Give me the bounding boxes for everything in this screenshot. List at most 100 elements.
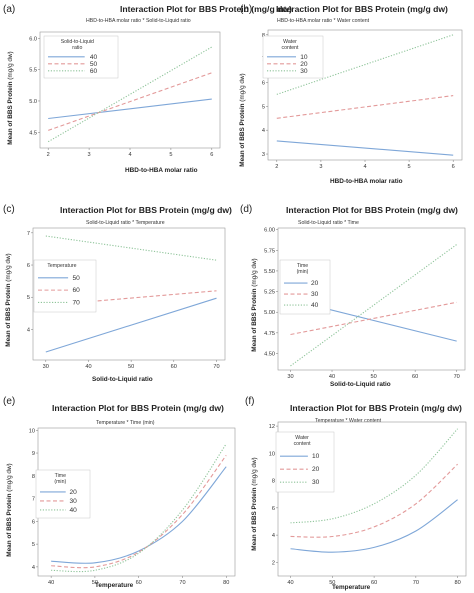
series-line-30	[276, 34, 454, 95]
series-line-30	[290, 428, 459, 524]
chart-title: Interaction Plot for BBS Protein (mg/g d…	[290, 403, 462, 413]
x-tick-label: 40	[287, 580, 293, 586]
y-tick-label: 5.50	[264, 269, 275, 275]
panel-label: (e)	[3, 396, 15, 407]
legend: Time(min)20 30 40	[35, 469, 91, 519]
x-axis-label: HBD-to-HBA molar ratio	[330, 178, 403, 185]
x-tick-label: 50	[370, 374, 376, 380]
chart-title: Interaction Plot for BBS Protein (mg/g d…	[276, 4, 448, 14]
legend-label: 20	[311, 280, 319, 287]
x-tick-label: 6	[452, 164, 455, 170]
x-tick-label: 40	[48, 580, 54, 586]
y-tick-label: 2	[272, 560, 275, 566]
y-tick-label: 10	[269, 451, 275, 457]
chart-panel-3: (c) Interaction Plot for BBS Protein (mg/…	[3, 204, 232, 383]
y-tick-label: 4.75	[264, 331, 275, 337]
x-tick-label: 2	[275, 164, 278, 170]
x-tick-label: 40	[85, 364, 91, 370]
legend-label: 30	[311, 291, 319, 298]
x-tick-label: 4	[128, 152, 131, 158]
y-tick-label: 4.5	[29, 130, 37, 136]
legend-label: 50	[72, 275, 80, 282]
series-line-20	[290, 463, 458, 538]
x-tick-label: 50	[92, 580, 98, 586]
y-tick-label: 9	[32, 451, 35, 457]
legend-title: Temperature	[47, 263, 76, 269]
x-tick-label: 5	[408, 164, 411, 170]
x-axis-label: Solid-to-Liquid ratio	[92, 376, 153, 383]
x-tick-label: 30	[287, 374, 293, 380]
y-axis-unit: (mg/g dw)	[239, 73, 246, 101]
x-tick-label: 70	[213, 364, 219, 370]
x-tick-label: 3	[319, 164, 322, 170]
legend-label: 30	[312, 479, 320, 486]
y-axis-unit: (mg/g dw)	[251, 258, 258, 286]
chart-title: Interaction Plot for BBS Protein (mg/g d…	[52, 403, 224, 413]
panel-label: (c)	[3, 204, 15, 215]
legend-title: ratio	[72, 45, 82, 51]
legend-title: Water	[283, 39, 297, 45]
x-tick-label: 70	[413, 580, 419, 586]
y-tick-label: 3	[262, 152, 265, 158]
panel-label: (f)	[245, 396, 254, 407]
y-axis-unit: (mg/g dw)	[5, 253, 12, 281]
y-tick-label: 5.0	[29, 99, 37, 105]
plot-frame	[277, 227, 466, 371]
chart-subtitle: Temperature * Water content	[315, 418, 382, 424]
series-line-50	[48, 72, 212, 131]
y-tick-label: 6	[262, 80, 265, 86]
chart-title: Interaction Plot for BBS Protein (mg/g d…	[286, 205, 458, 215]
legend-title: Time	[55, 473, 66, 479]
y-tick-label: 5	[32, 542, 35, 548]
x-axis-label: Temperature	[332, 584, 371, 591]
y-tick-label: 8	[32, 474, 35, 480]
series-line-30	[290, 301, 457, 336]
y-tick-label: 6.0	[29, 36, 37, 42]
y-tick-label: 4	[32, 565, 35, 571]
chart-panel-4: (d) Interaction Plot for BBS Protein (mg/…	[240, 204, 466, 388]
legend-title: (min)	[297, 269, 309, 275]
legend-box	[33, 259, 97, 313]
y-tick-label: 10	[29, 428, 35, 434]
legend-label: 40	[90, 54, 98, 61]
x-tick-label: 2	[47, 152, 50, 158]
x-tick-label: 60	[171, 364, 177, 370]
chart-subtitle: Solid-to-Liquid ratio * Time	[298, 220, 359, 226]
y-tick-label: 12	[269, 424, 275, 430]
legend-label: 10	[312, 453, 320, 460]
legend-label: 10	[300, 54, 308, 61]
x-tick-label: 80	[223, 580, 229, 586]
legend-title: Time	[297, 263, 308, 269]
x-tick-label: 50	[128, 364, 134, 370]
y-tick-label: 4	[262, 128, 265, 134]
chart-panel-2: (b) Interaction Plot for BBS Protein (mg/…	[239, 4, 463, 185]
x-tick-label: 6	[210, 152, 213, 158]
legend-label: 70	[72, 299, 80, 306]
y-tick-label: 8	[272, 479, 275, 485]
y-tick-label: 5.25	[264, 290, 275, 296]
x-tick-label: 4	[363, 164, 366, 170]
y-tick-label: 4	[272, 533, 275, 539]
y-tick-label: 7	[27, 231, 30, 237]
y-tick-label: 5	[262, 104, 265, 110]
x-tick-label: 70	[454, 374, 460, 380]
plot-frame	[277, 421, 467, 577]
legend-title: Solid-to-Liquid	[61, 39, 94, 45]
legend-title: (min)	[54, 479, 66, 485]
x-tick-label: 80	[455, 580, 461, 586]
chart-title: Interaction Plot for BBS Protein (mg/g d…	[60, 205, 232, 215]
chart-title: Interaction Plot for BBS Protein (mg/g d…	[120, 4, 292, 14]
plot-frame	[32, 227, 226, 361]
y-axis-label: Mean of BBS Protein (mg/g dw)	[5, 253, 12, 346]
legend: Temperature 50 60 70	[33, 259, 97, 313]
x-tick-label: 60	[136, 580, 142, 586]
chart-panel-6: (f) Interaction Plot for BBS Protein (mg/…	[245, 396, 467, 591]
chart-subtitle: HBD-to-HBA molar ratio * Solid-to-Liquid…	[86, 18, 191, 24]
x-axis-label: Temperature	[95, 582, 134, 589]
legend-label: 50	[90, 61, 98, 68]
legend-label: 20	[300, 61, 308, 68]
y-tick-label: 5.00	[264, 310, 275, 316]
legend-label: 20	[312, 466, 320, 473]
